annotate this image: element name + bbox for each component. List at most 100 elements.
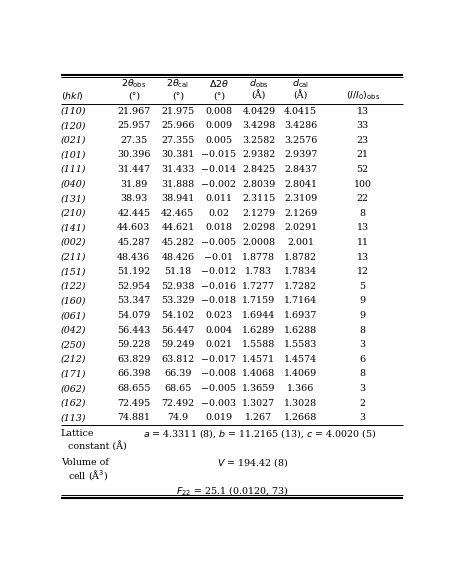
Text: (141): (141) bbox=[61, 223, 87, 232]
Text: 1.6289: 1.6289 bbox=[242, 325, 275, 335]
Text: (122): (122) bbox=[61, 282, 87, 291]
Text: 68.655: 68.655 bbox=[117, 384, 150, 393]
Text: 0.019: 0.019 bbox=[205, 413, 232, 422]
Text: −0.015: −0.015 bbox=[202, 150, 236, 159]
Text: 1.366: 1.366 bbox=[287, 384, 314, 393]
Text: 0.023: 0.023 bbox=[205, 311, 232, 320]
Text: Lattice: Lattice bbox=[61, 429, 94, 438]
Text: 27.355: 27.355 bbox=[161, 136, 194, 145]
Text: 9: 9 bbox=[360, 297, 366, 306]
Text: (Å): (Å) bbox=[252, 91, 266, 101]
Text: (212): (212) bbox=[61, 355, 87, 364]
Text: 0.018: 0.018 bbox=[206, 223, 232, 232]
Text: 2.001: 2.001 bbox=[287, 238, 314, 247]
Text: 56.443: 56.443 bbox=[117, 325, 150, 335]
Text: −0.01: −0.01 bbox=[204, 253, 233, 261]
Text: 2: 2 bbox=[360, 399, 366, 408]
Text: 1.5588: 1.5588 bbox=[242, 340, 275, 349]
Text: 2.0298: 2.0298 bbox=[242, 223, 275, 232]
Text: 27.35: 27.35 bbox=[120, 136, 147, 145]
Text: 54.079: 54.079 bbox=[117, 311, 150, 320]
Text: 1.6288: 1.6288 bbox=[284, 325, 317, 335]
Text: 1.7159: 1.7159 bbox=[242, 297, 275, 306]
Text: 44.603: 44.603 bbox=[117, 223, 150, 232]
Text: 31.89: 31.89 bbox=[120, 180, 147, 189]
Text: (171): (171) bbox=[61, 370, 87, 378]
Text: 48.426: 48.426 bbox=[161, 253, 194, 261]
Text: $(hkl)$: $(hkl)$ bbox=[61, 90, 84, 101]
Text: 59.228: 59.228 bbox=[117, 340, 150, 349]
Text: 68.65: 68.65 bbox=[164, 384, 192, 393]
Text: (151): (151) bbox=[61, 267, 87, 276]
Text: 38.93: 38.93 bbox=[120, 194, 148, 203]
Text: 2.8041: 2.8041 bbox=[284, 180, 317, 189]
Text: 4.0429: 4.0429 bbox=[242, 107, 275, 116]
Text: 1.5583: 1.5583 bbox=[284, 340, 318, 349]
Text: −0.005: −0.005 bbox=[202, 384, 236, 393]
Text: 1.2668: 1.2668 bbox=[284, 413, 317, 422]
Text: 51.18: 51.18 bbox=[164, 267, 192, 276]
Text: 0.009: 0.009 bbox=[205, 121, 232, 130]
Text: 11: 11 bbox=[357, 238, 369, 247]
Text: 2.8437: 2.8437 bbox=[284, 165, 317, 174]
Text: 42.465: 42.465 bbox=[161, 209, 194, 218]
Text: 63.812: 63.812 bbox=[161, 355, 194, 364]
Text: $d_{\rm cal}$: $d_{\rm cal}$ bbox=[292, 77, 309, 90]
Text: −0.003: −0.003 bbox=[202, 399, 236, 408]
Text: 59.249: 59.249 bbox=[161, 340, 194, 349]
Text: 66.39: 66.39 bbox=[164, 370, 192, 378]
Text: (062): (062) bbox=[61, 384, 87, 393]
Text: (002): (002) bbox=[61, 238, 87, 247]
Text: 1.4068: 1.4068 bbox=[242, 370, 275, 378]
Text: $V$ = 194.42 (8): $V$ = 194.42 (8) bbox=[217, 456, 289, 469]
Text: 1.8778: 1.8778 bbox=[242, 253, 275, 261]
Text: 53.329: 53.329 bbox=[161, 297, 195, 306]
Text: 1.7834: 1.7834 bbox=[284, 267, 317, 276]
Text: 2.9397: 2.9397 bbox=[284, 150, 318, 159]
Text: (211): (211) bbox=[61, 253, 87, 261]
Text: 2.3109: 2.3109 bbox=[284, 194, 317, 203]
Text: 0.008: 0.008 bbox=[206, 107, 232, 116]
Text: 48.436: 48.436 bbox=[117, 253, 150, 261]
Text: constant (Å): constant (Å) bbox=[67, 441, 126, 451]
Text: 9: 9 bbox=[360, 311, 366, 320]
Text: 0.021: 0.021 bbox=[206, 340, 232, 349]
Text: 8: 8 bbox=[360, 325, 366, 335]
Text: (160): (160) bbox=[61, 297, 87, 306]
Text: $\Delta 2\theta$: $\Delta 2\theta$ bbox=[209, 78, 229, 89]
Text: $2\theta_{\rm obs}$: $2\theta_{\rm obs}$ bbox=[121, 77, 146, 90]
Text: 25.957: 25.957 bbox=[117, 121, 150, 130]
Text: cell (Å$^3$): cell (Å$^3$) bbox=[67, 468, 108, 483]
Text: (021): (021) bbox=[61, 136, 87, 145]
Text: 52: 52 bbox=[357, 165, 369, 174]
Text: (061): (061) bbox=[61, 311, 87, 320]
Text: (Å): (Å) bbox=[294, 91, 308, 101]
Text: 31.888: 31.888 bbox=[161, 180, 194, 189]
Text: 3.2576: 3.2576 bbox=[284, 136, 318, 145]
Text: 1.4069: 1.4069 bbox=[284, 370, 317, 378]
Text: 1.7164: 1.7164 bbox=[284, 297, 317, 306]
Text: 1.7282: 1.7282 bbox=[284, 282, 317, 291]
Text: 30.381: 30.381 bbox=[161, 150, 194, 159]
Text: 1.6944: 1.6944 bbox=[242, 311, 275, 320]
Text: 52.954: 52.954 bbox=[117, 282, 150, 291]
Text: 2.1279: 2.1279 bbox=[242, 209, 275, 218]
Text: (120): (120) bbox=[61, 121, 87, 130]
Text: −0.017: −0.017 bbox=[202, 355, 236, 364]
Text: 2.9382: 2.9382 bbox=[242, 150, 275, 159]
Text: 3: 3 bbox=[360, 384, 366, 393]
Text: 1.4574: 1.4574 bbox=[284, 355, 317, 364]
Text: 52.938: 52.938 bbox=[161, 282, 194, 291]
Text: 74.881: 74.881 bbox=[117, 413, 150, 422]
Text: 2.0291: 2.0291 bbox=[284, 223, 317, 232]
Text: 22: 22 bbox=[357, 194, 369, 203]
Text: (113): (113) bbox=[61, 413, 87, 422]
Text: 1.3027: 1.3027 bbox=[242, 399, 275, 408]
Text: $d_{\rm obs}$: $d_{\rm obs}$ bbox=[249, 77, 269, 90]
Text: 1.267: 1.267 bbox=[246, 413, 272, 422]
Text: 72.495: 72.495 bbox=[117, 399, 150, 408]
Text: 2.8039: 2.8039 bbox=[242, 180, 275, 189]
Text: 0.02: 0.02 bbox=[208, 209, 230, 218]
Text: $F_{22}$ = 25.1 (0.0120, 73): $F_{22}$ = 25.1 (0.0120, 73) bbox=[176, 484, 289, 497]
Text: 1.7277: 1.7277 bbox=[242, 282, 275, 291]
